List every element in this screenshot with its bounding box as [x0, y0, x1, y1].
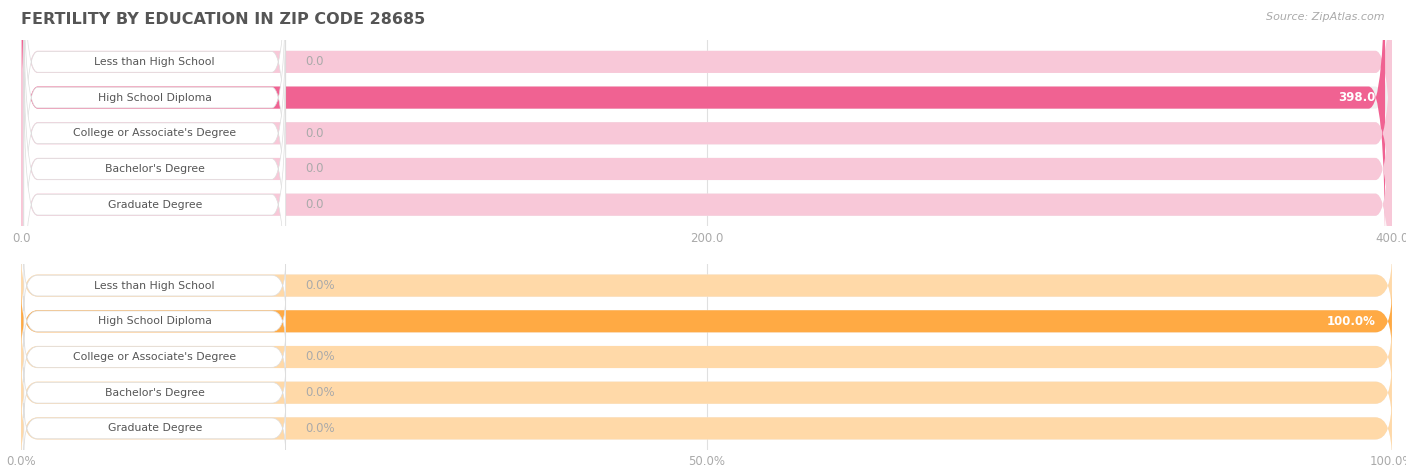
FancyBboxPatch shape	[21, 361, 1392, 425]
Text: Bachelor's Degree: Bachelor's Degree	[105, 164, 205, 174]
FancyBboxPatch shape	[21, 325, 1392, 389]
Text: Less than High School: Less than High School	[94, 280, 215, 291]
Text: 0.0: 0.0	[305, 127, 323, 140]
FancyBboxPatch shape	[21, 397, 1392, 460]
Text: 100.0%: 100.0%	[1327, 315, 1375, 328]
FancyBboxPatch shape	[24, 0, 285, 194]
Text: Bachelor's Degree: Bachelor's Degree	[105, 387, 205, 398]
FancyBboxPatch shape	[24, 367, 285, 418]
FancyBboxPatch shape	[24, 260, 285, 311]
FancyBboxPatch shape	[24, 403, 285, 454]
FancyBboxPatch shape	[21, 9, 1392, 329]
FancyBboxPatch shape	[21, 44, 1392, 365]
FancyBboxPatch shape	[21, 0, 1385, 258]
FancyBboxPatch shape	[21, 0, 1392, 294]
Text: 0.0%: 0.0%	[305, 279, 335, 292]
FancyBboxPatch shape	[21, 44, 1392, 365]
Text: 0.0%: 0.0%	[305, 386, 335, 399]
FancyBboxPatch shape	[24, 37, 285, 301]
Text: 0.0%: 0.0%	[305, 350, 335, 364]
FancyBboxPatch shape	[24, 0, 285, 230]
Text: College or Associate's Degree: College or Associate's Degree	[73, 128, 236, 139]
FancyBboxPatch shape	[21, 289, 1392, 353]
Text: Less than High School: Less than High School	[94, 57, 215, 67]
Text: High School Diploma: High School Diploma	[98, 316, 212, 327]
Text: High School Diploma: High School Diploma	[98, 92, 212, 103]
FancyBboxPatch shape	[24, 72, 285, 337]
Text: 0.0: 0.0	[305, 198, 323, 211]
FancyBboxPatch shape	[21, 397, 1392, 460]
Text: College or Associate's Degree: College or Associate's Degree	[73, 352, 236, 362]
FancyBboxPatch shape	[21, 254, 1392, 317]
FancyBboxPatch shape	[21, 361, 1392, 425]
Text: FERTILITY BY EDUCATION IN ZIP CODE 28685: FERTILITY BY EDUCATION IN ZIP CODE 28685	[21, 12, 426, 27]
FancyBboxPatch shape	[24, 1, 285, 266]
FancyBboxPatch shape	[24, 296, 285, 347]
Text: Graduate Degree: Graduate Degree	[108, 423, 202, 434]
Text: Source: ZipAtlas.com: Source: ZipAtlas.com	[1267, 12, 1385, 22]
Text: 0.0: 0.0	[305, 162, 323, 176]
Text: 0.0: 0.0	[305, 55, 323, 69]
Text: Graduate Degree: Graduate Degree	[108, 199, 202, 210]
Text: 0.0%: 0.0%	[305, 422, 335, 435]
Text: 398.0: 398.0	[1339, 91, 1375, 104]
FancyBboxPatch shape	[21, 0, 1392, 258]
FancyBboxPatch shape	[21, 0, 1392, 294]
FancyBboxPatch shape	[21, 325, 1392, 389]
FancyBboxPatch shape	[21, 0, 1392, 222]
FancyBboxPatch shape	[21, 254, 1392, 317]
FancyBboxPatch shape	[21, 289, 1392, 353]
FancyBboxPatch shape	[21, 0, 1392, 222]
FancyBboxPatch shape	[21, 9, 1392, 329]
FancyBboxPatch shape	[24, 332, 285, 382]
